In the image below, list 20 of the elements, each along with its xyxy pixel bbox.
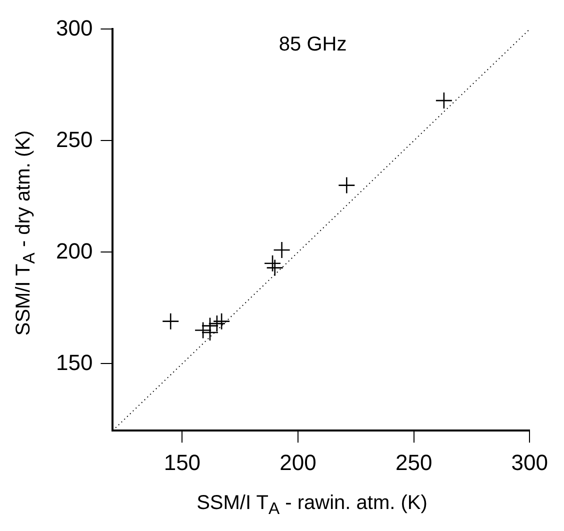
point: [435, 92, 453, 110]
chart-title: 85 GHz: [278, 34, 347, 56]
x-tick-label: 150: [164, 450, 201, 475]
point: [273, 241, 290, 259]
point: [162, 312, 180, 330]
point: [266, 259, 284, 276]
point: [194, 322, 212, 339]
point: [338, 176, 356, 194]
x-tick-label: 200: [280, 450, 316, 475]
x-tick-label: 250: [395, 450, 432, 475]
y-tick-label: 150: [56, 350, 93, 375]
y-tick-label: 200: [56, 238, 93, 264]
point: [201, 317, 219, 334]
x-tick-label: 300: [511, 450, 548, 475]
point: [212, 312, 230, 330]
point: [264, 254, 282, 272]
y-tick-label: 300: [56, 15, 93, 40]
point: [208, 314, 226, 332]
x-axis-title: SSM/I T$_{A}$ - rawin. atm. (K): [196, 492, 428, 519]
y-tick-label: 250: [56, 126, 93, 152]
